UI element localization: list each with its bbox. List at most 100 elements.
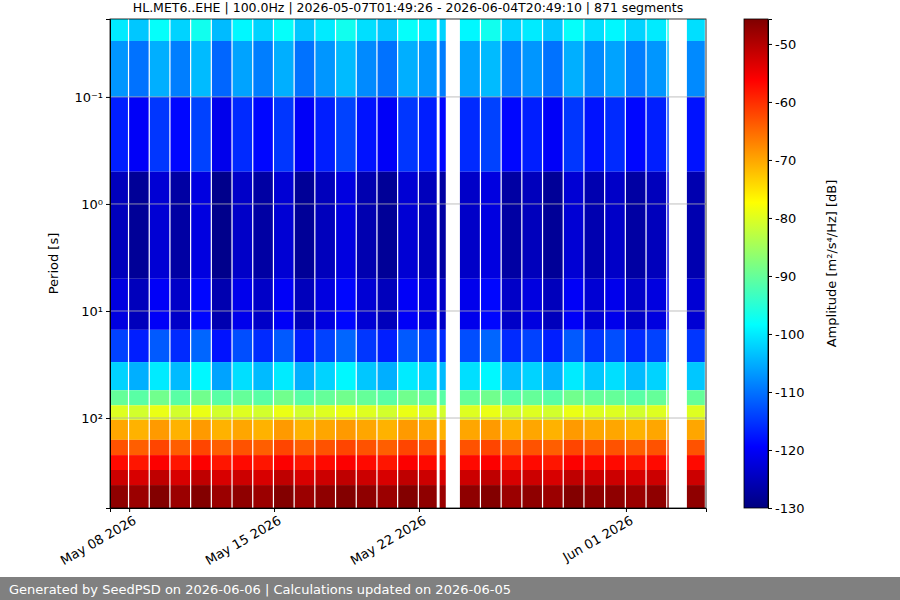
heatmap-cell: [440, 470, 446, 485]
heatmap-cell: [605, 279, 625, 330]
heatmap-cell: [481, 485, 501, 508]
heatmap-cell: [315, 41, 335, 97]
heatmap-cell: [522, 485, 542, 508]
heatmap-cell: [233, 279, 253, 330]
heatmap-cell: [605, 470, 625, 485]
heatmap-cell: [336, 330, 356, 362]
heatmap-cell: [274, 362, 294, 390]
heatmap-cell: [460, 485, 480, 508]
heatmap-cell: [253, 390, 273, 405]
heatmap-cell: [233, 19, 253, 41]
colorbar-tick: -50: [768, 37, 796, 52]
heatmap-cell: [502, 470, 522, 485]
heatmap-cell: [233, 362, 253, 390]
heatmap-cell: [647, 97, 667, 172]
heatmap-cell: [191, 390, 211, 405]
heatmap-cell: [502, 172, 522, 279]
heatmap-cell: [253, 172, 273, 279]
heatmap-cell: [543, 362, 563, 390]
heatmap-cell: [336, 279, 356, 330]
heatmap-cell: [274, 97, 294, 172]
heatmap-cell: [522, 97, 542, 172]
heatmap-cell: [647, 390, 667, 405]
heatmap-cell: [212, 97, 232, 172]
heatmap-cell: [357, 172, 377, 279]
heatmap-cell: [564, 330, 584, 362]
heatmap-cell: [398, 330, 418, 362]
heatmap-cell: [687, 97, 705, 172]
heatmap-cell: [460, 390, 480, 405]
heatmap-cell: [502, 440, 522, 455]
heatmap-cell: [110, 420, 128, 440]
heatmap-cell: [564, 420, 584, 440]
heatmap-cell: [357, 485, 377, 508]
heatmap-cell: [274, 330, 294, 362]
heatmap-cell: [585, 485, 605, 508]
heatmap-cell: [667, 97, 668, 172]
y-axis-title: Period [s]: [46, 233, 61, 295]
heatmap-cell: [191, 279, 211, 330]
x-axis-line: [111, 509, 707, 513]
heatmap-cell: [191, 470, 211, 485]
heatmap-cell: [667, 172, 668, 279]
heatmap-cell: [626, 330, 646, 362]
x-axis: May 08 2026May 15 2026May 22 2026Jun 01 …: [58, 508, 707, 568]
heatmap-cells: [110, 19, 705, 508]
heatmap-cell: [460, 420, 480, 440]
grid-line: [110, 310, 706, 311]
heatmap-cell: [212, 172, 232, 279]
heatmap-cell: [295, 172, 315, 279]
heatmap-cell: [502, 330, 522, 362]
heatmap-cell: [687, 440, 705, 455]
heatmap-cell: [626, 485, 646, 508]
colorbar-axis: -130-120-110-100-90-80-70-60-50: [768, 20, 805, 516]
heatmap-cell: [460, 279, 480, 330]
heatmap-cell: [357, 440, 377, 455]
heatmap-cell: [605, 440, 625, 455]
heatmap-cell: [253, 362, 273, 390]
heatmap-cell: [667, 330, 668, 362]
heatmap-cell: [564, 19, 584, 41]
heatmap-cell: [585, 390, 605, 405]
heatmap-cell: [440, 172, 446, 279]
heatmap-cell: [150, 390, 170, 405]
heatmap-cell: [502, 420, 522, 440]
colorbar-tick-mark: [768, 392, 772, 393]
heatmap-cell: [357, 41, 377, 97]
heatmap-cell: [378, 470, 398, 485]
grid: [110, 97, 706, 418]
heatmap-cell: [481, 330, 501, 362]
heatmap-cell: [191, 362, 211, 390]
heatmap-cell: [419, 19, 437, 41]
heatmap-cell: [378, 41, 398, 97]
y-tick-mark: [106, 418, 110, 419]
heatmap-cell: [543, 470, 563, 485]
heatmap-cell: [564, 41, 584, 97]
heatmap-cell: [522, 279, 542, 330]
heatmap-cell: [315, 279, 335, 330]
heatmap-cell: [129, 455, 149, 470]
heatmap-cell: [110, 41, 128, 97]
heatmap-cell: [605, 19, 625, 41]
heatmap-cell: [543, 19, 563, 41]
heatmap-cell: [667, 41, 668, 97]
heatmap-cell: [212, 485, 232, 508]
heatmap-cell: [315, 485, 335, 508]
heatmap-cell: [667, 279, 668, 330]
heatmap-cell: [564, 97, 584, 172]
heatmap-cell: [440, 330, 446, 362]
heatmap-cell: [212, 390, 232, 405]
heatmap-cell: [398, 485, 418, 508]
heatmap-cell: [315, 330, 335, 362]
y-axis-line: [106, 20, 111, 509]
heatmap-cell: [647, 470, 667, 485]
heatmap-cell: [253, 420, 273, 440]
heatmap-cell: [419, 420, 437, 440]
heatmap-cell: [687, 485, 705, 508]
heatmap-cell: [481, 390, 501, 405]
heatmap-cell: [274, 279, 294, 330]
heatmap-cell: [543, 172, 563, 279]
heatmap-cell: [647, 172, 667, 279]
heatmap-cell: [564, 485, 584, 508]
heatmap-cell: [129, 470, 149, 485]
